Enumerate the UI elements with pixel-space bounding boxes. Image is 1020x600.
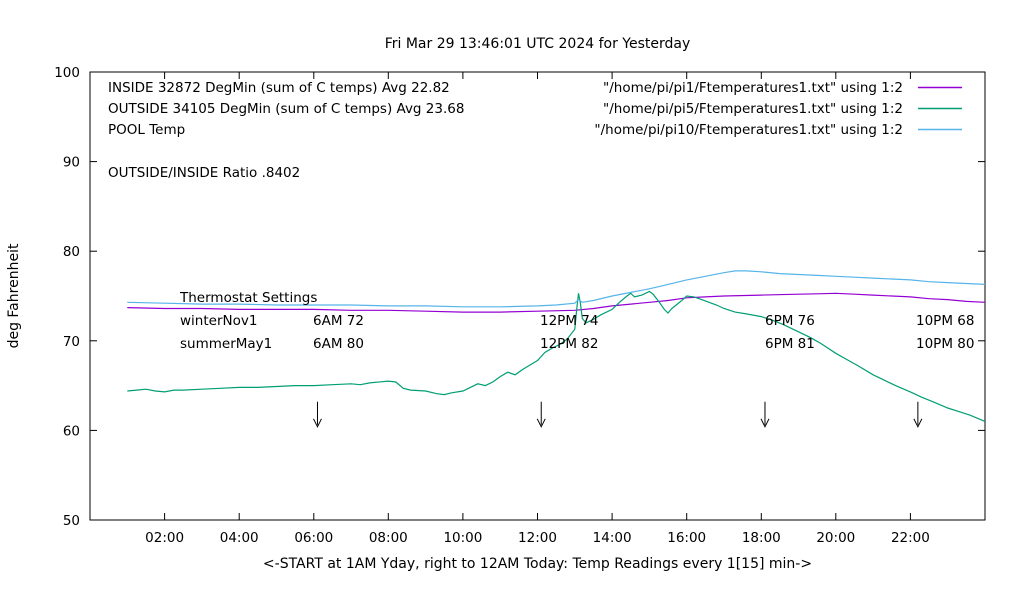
thermostat-row-name-1: summerMay1 [180,336,272,352]
thermostat-cell-0-3: 10PM 68 [916,313,974,329]
x-tick-label: 10:00 [443,530,482,546]
chart-title: Fri Mar 29 13:46:01 UTC 2024 for Yesterd… [385,36,691,52]
y-tick-label: 60 [63,423,80,439]
thermostat-cell-1-0: 6AM 80 [313,336,364,352]
y-tick-label: 100 [54,65,80,81]
y-axis-label: deg Fahrenheit [6,243,22,348]
x-tick-label: 06:00 [294,530,333,546]
thermostat-cell-0-2: 6PM 76 [765,313,815,329]
series-line-outside [127,290,986,422]
thermostat-time-arrow-head [760,418,770,428]
x-tick-label: 12:00 [518,530,557,546]
thermostat-cell-1-3: 10PM 80 [916,336,974,352]
thermostat-row-name-0: winterNov1 [180,313,257,329]
x-tick-label: 18:00 [742,530,781,546]
thermostat-cell-1-2: 6PM 81 [765,336,815,352]
legend-file-0: "/home/pi/pi1/Ftemperatures1.txt" using … [603,80,903,96]
legend-file-2: "/home/pi/pi10/Ftemperatures1.txt" using… [594,122,903,138]
thermostat-time-arrow-head [313,418,322,428]
thermostat-time-arrow-head [913,418,923,428]
x-tick-label: 04:00 [220,530,259,546]
thermostat-title: Thermostat Settings [179,290,317,306]
x-tick-label: 08:00 [369,530,408,546]
y-tick-label: 90 [63,155,80,171]
x-tick-label: 16:00 [667,530,706,546]
legend-file-1: "/home/pi/pi5/Ftemperatures1.txt" using … [603,101,903,117]
y-tick-label: 80 [63,244,80,260]
legend-label-2: POOL Temp [108,122,185,138]
thermostat-cell-0-0: 6AM 72 [313,313,364,329]
x-tick-label: 02:00 [145,530,184,546]
thermostat-cell-1-1: 12PM 82 [540,336,598,352]
series-line-inside [127,292,986,313]
ratio-label: OUTSIDE/INSIDE Ratio .8402 [108,165,300,181]
x-axis-label: <-START at 1AM Yday, right to 12AM Today… [263,556,812,572]
legend-label-0: INSIDE 32872 DegMin (sum of C temps) Avg… [108,80,450,96]
series-line-pool [127,270,986,308]
x-tick-label: 22:00 [891,530,930,546]
thermostat-cell-0-1: 12PM 74 [540,313,598,329]
x-tick-label: 14:00 [593,530,632,546]
y-tick-label: 50 [63,513,80,529]
legend-label-1: OUTSIDE 34105 DegMin (sum of C temps) Av… [108,101,464,117]
y-tick-label: 70 [63,334,80,350]
thermostat-time-arrow-head [536,418,546,428]
x-tick-label: 20:00 [816,530,855,546]
